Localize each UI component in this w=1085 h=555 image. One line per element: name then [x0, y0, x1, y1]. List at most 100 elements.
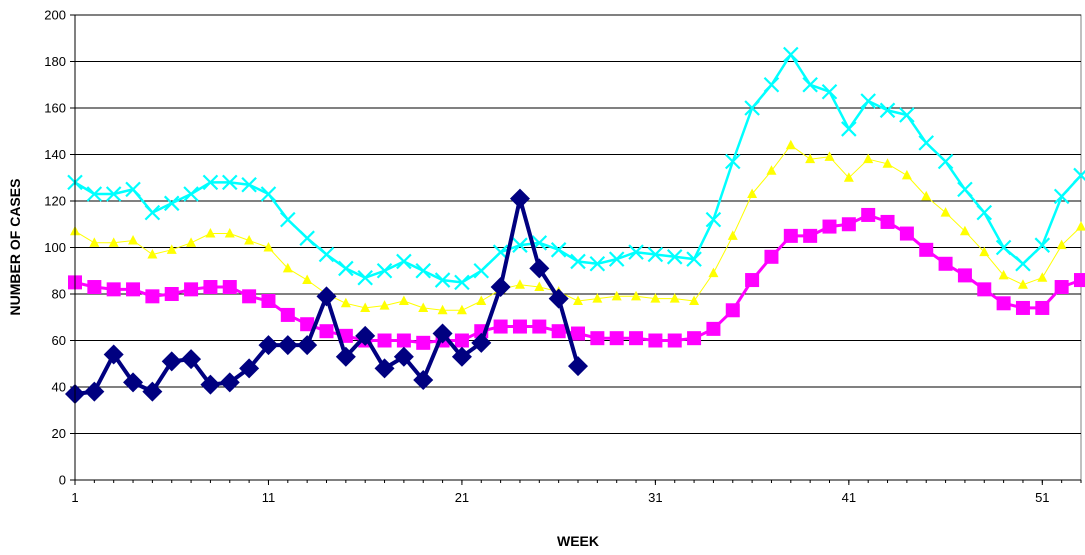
data-point: [512, 319, 527, 334]
data-point: [222, 280, 237, 295]
data-point: [764, 249, 779, 264]
data-point: [125, 181, 141, 198]
data-point: [667, 333, 682, 348]
data-point: [200, 374, 221, 395]
data-point: [221, 174, 238, 191]
data-point: [1015, 300, 1030, 315]
data-point: [1074, 273, 1085, 288]
data-point: [938, 256, 953, 271]
data-point: [415, 262, 432, 279]
gridlines: [75, 14, 1081, 434]
data-point: [89, 237, 100, 247]
data-point: [437, 304, 448, 315]
data-point: [280, 211, 296, 228]
data-point: [258, 335, 279, 356]
data-point: [590, 331, 605, 346]
data-point: [393, 346, 414, 367]
data-point: [242, 289, 257, 304]
data-point: [451, 346, 472, 367]
data-point: [937, 153, 954, 170]
data-point: [570, 253, 586, 270]
data-point: [376, 262, 393, 279]
data-point: [434, 272, 451, 288]
data-point: [164, 287, 179, 301]
data-point: [725, 303, 740, 318]
data-point: [802, 76, 818, 93]
data-point: [921, 190, 932, 201]
data-point: [219, 372, 240, 393]
data-point: [84, 381, 105, 402]
data-point: [592, 293, 603, 303]
data-point: [608, 251, 625, 267]
data-point: [860, 93, 876, 109]
data-point: [338, 328, 353, 343]
data-point: [161, 351, 182, 372]
data-point: [471, 332, 492, 353]
data-point: [1073, 167, 1085, 184]
data-point: [841, 121, 857, 137]
data-point: [940, 207, 951, 217]
data-point: [123, 372, 144, 393]
y-tick-label: 20: [52, 426, 66, 441]
data-point: [86, 186, 103, 202]
data-point: [609, 331, 624, 346]
data-point: [183, 186, 199, 202]
data-point: [687, 331, 702, 346]
data-point: [163, 195, 180, 212]
data-point: [550, 242, 567, 258]
data-point: [493, 319, 508, 334]
data-point: [959, 225, 970, 236]
data-point: [861, 207, 876, 222]
data-point: [568, 356, 588, 377]
data-point: [454, 333, 469, 348]
data-point: [899, 226, 914, 241]
data-point: [996, 296, 1011, 311]
x-tick-label: 11: [262, 490, 276, 505]
data-point: [863, 153, 874, 164]
data-point: [805, 153, 816, 164]
data-point: [1054, 280, 1069, 295]
data-point: [976, 204, 993, 221]
data-point: [548, 288, 569, 309]
data-point: [628, 244, 644, 260]
data-point: [261, 293, 276, 308]
data-point: [147, 248, 158, 259]
x-tick-label: 51: [1035, 490, 1049, 505]
series-3: [65, 188, 588, 404]
y-tick-label: 60: [52, 333, 66, 348]
x-tick-label: 31: [648, 490, 662, 505]
data-point: [648, 333, 663, 348]
data-point: [340, 297, 351, 308]
y-tick-label: 80: [52, 287, 66, 302]
data-point: [416, 335, 431, 350]
data-point: [899, 107, 915, 123]
data-point: [879, 102, 896, 119]
data-point: [181, 349, 202, 370]
data-point: [918, 135, 935, 151]
y-tick-label: 160: [44, 101, 66, 116]
data-point: [282, 262, 293, 273]
y-tick-label: 200: [44, 8, 66, 23]
data-point: [1035, 300, 1050, 315]
data-point: [783, 228, 798, 243]
data-point: [202, 174, 219, 191]
data-point: [629, 331, 644, 346]
data-point: [669, 293, 680, 303]
x-tick-label: 1: [71, 490, 78, 505]
data-point: [184, 282, 199, 297]
data-point: [689, 295, 700, 305]
data-point: [396, 333, 411, 348]
data-point: [843, 172, 854, 182]
data-point: [454, 274, 470, 291]
data-point: [706, 321, 721, 336]
x-axis-title: WEEK: [557, 533, 599, 549]
data-point: [821, 83, 838, 100]
data-point: [1015, 255, 1031, 272]
y-axis-title: NUMBER OF CASES: [7, 179, 23, 316]
data-point: [432, 323, 453, 344]
data-point: [995, 239, 1012, 256]
data-point: [512, 237, 528, 253]
data-point: [241, 176, 257, 193]
y-tick-label: 120: [44, 194, 66, 209]
data-point: [919, 242, 934, 257]
